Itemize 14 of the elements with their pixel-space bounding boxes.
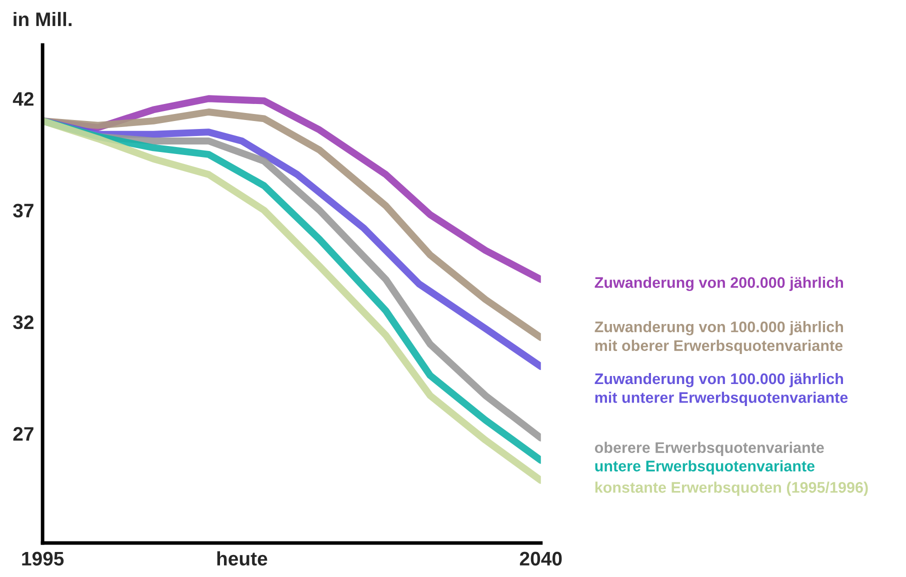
text: Zuwanderung von 100.000 jährlich mit oberer Erwerbsquotenvariante [594, 321, 843, 354]
x-tick-label: 2040 [520, 552, 562, 566]
text: untere Erwerbsquotenvariante [595, 460, 815, 474]
x-tick-label: 1995 [22, 552, 64, 566]
text: Zuwanderung von 100.000 jährlich mit unterer Erwerbsquotenvariante [594, 372, 848, 406]
y-tick-label: 42 [12, 92, 34, 106]
text: konstante Erwerbsquoten (1995/1996) [595, 482, 868, 496]
y-tick-label: 27 [13, 427, 34, 441]
y-tick-label: 32 [13, 315, 34, 330]
y-tick-label: 37 [13, 204, 34, 218]
x-tick-label: heute [217, 551, 268, 566]
text: Zuwanderung von 200.000 jährlich [594, 276, 843, 292]
y-axis-title: in Mill. [14, 12, 72, 26]
text: oberere Erwerbsquotenvariante [594, 442, 824, 456]
